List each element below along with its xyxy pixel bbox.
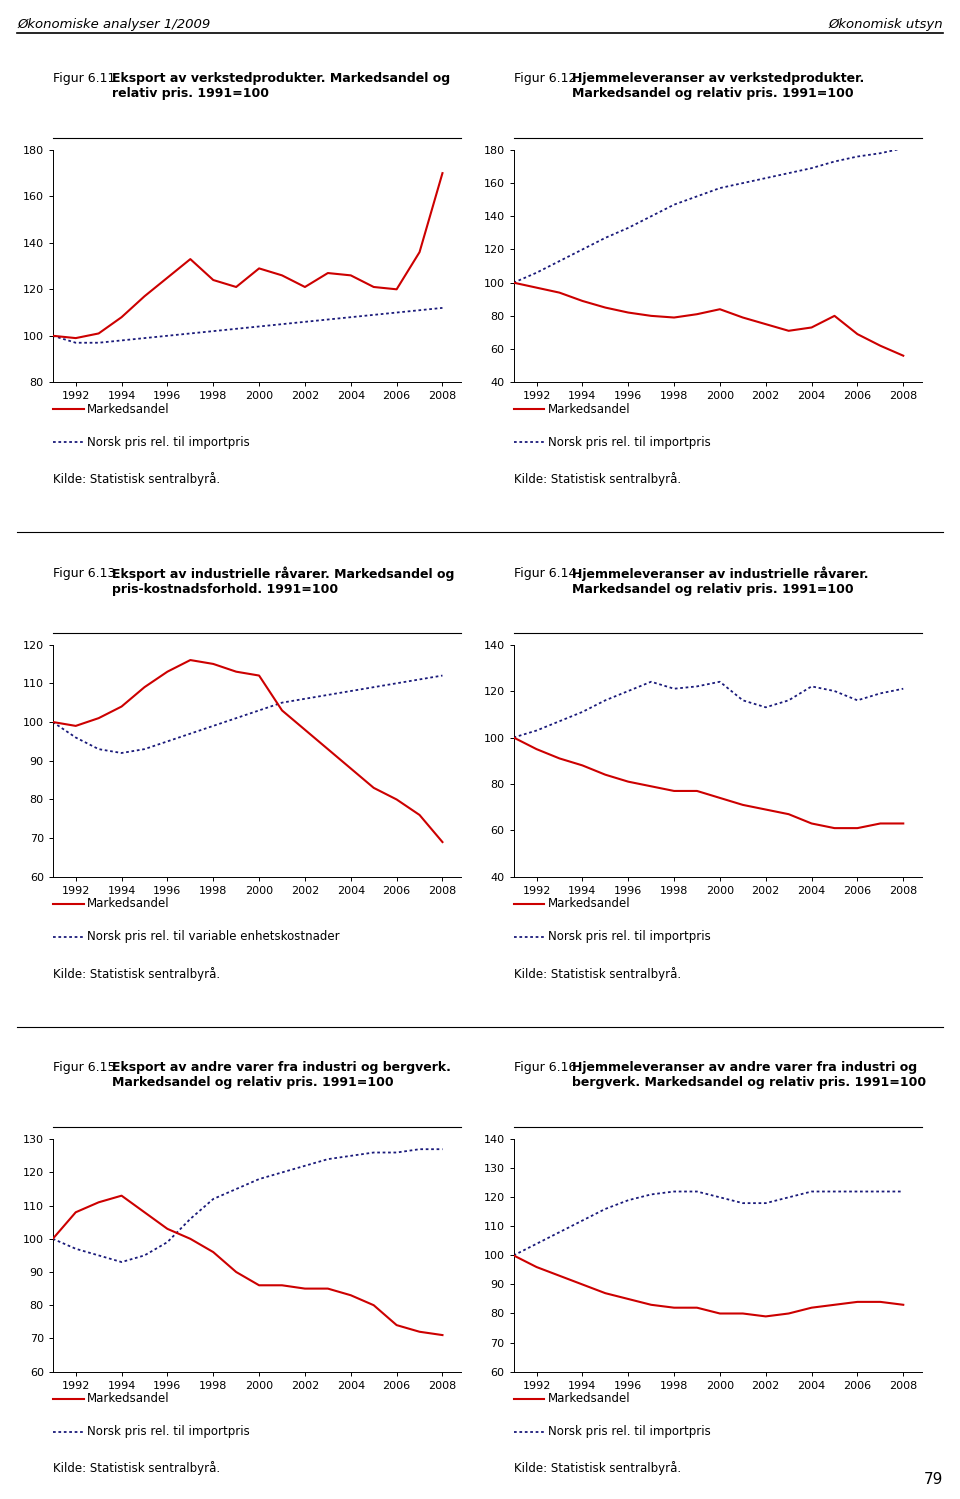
Text: Figur 6.14.: Figur 6.14. <box>514 567 584 580</box>
Text: Kilde: Statistisk sentralbyrå.: Kilde: Statistisk sentralbyrå. <box>53 967 220 980</box>
Text: Markedsandel: Markedsandel <box>548 1393 631 1405</box>
Text: Eksport av industrielle råvarer. Markedsandel og
pris-kostnadsforhold. 1991=100: Eksport av industrielle råvarer. Markeds… <box>111 567 454 597</box>
Text: Markedsandel: Markedsandel <box>548 898 631 910</box>
Text: Markedsandel: Markedsandel <box>87 1393 170 1405</box>
Text: Norsk pris rel. til importpris: Norsk pris rel. til importpris <box>87 436 251 448</box>
Text: Norsk pris rel. til importpris: Norsk pris rel. til importpris <box>548 436 711 448</box>
Text: Norsk pris rel. til variable enhetskostnader: Norsk pris rel. til variable enhetskostn… <box>87 931 340 943</box>
Text: Kilde: Statistisk sentralbyrå.: Kilde: Statistisk sentralbyrå. <box>514 1462 681 1475</box>
Text: Figur 6.16.: Figur 6.16. <box>514 1061 584 1075</box>
Text: Kilde: Statistisk sentralbyrå.: Kilde: Statistisk sentralbyrå. <box>514 472 681 486</box>
Text: Figur 6.12.: Figur 6.12. <box>514 72 584 85</box>
Text: Figur 6.13.: Figur 6.13. <box>53 567 123 580</box>
Text: Markedsandel: Markedsandel <box>87 898 170 910</box>
Text: Kilde: Statistisk sentralbyrå.: Kilde: Statistisk sentralbyrå. <box>53 1462 220 1475</box>
Text: Norsk pris rel. til importpris: Norsk pris rel. til importpris <box>548 931 711 943</box>
Text: Kilde: Statistisk sentralbyrå.: Kilde: Statistisk sentralbyrå. <box>514 967 681 980</box>
Text: Hjemmeleveranser av andre varer fra industri og
bergverk. Markedsandel og relati: Hjemmeleveranser av andre varer fra indu… <box>572 1061 926 1090</box>
Text: Norsk pris rel. til importpris: Norsk pris rel. til importpris <box>87 1426 251 1438</box>
Text: Hjemmeleveranser av verkstedprodukter.
Markedsandel og relativ pris. 1991=100: Hjemmeleveranser av verkstedprodukter. M… <box>572 72 865 100</box>
Text: Markedsandel: Markedsandel <box>548 403 631 415</box>
Text: Økonomisk utsyn: Økonomisk utsyn <box>828 18 943 31</box>
Text: Markedsandel: Markedsandel <box>87 403 170 415</box>
Text: Hjemmeleveranser av industrielle råvarer.
Markedsandel og relativ pris. 1991=100: Hjemmeleveranser av industrielle råvarer… <box>572 567 869 597</box>
Text: 79: 79 <box>924 1472 943 1487</box>
Text: Kilde: Statistisk sentralbyrå.: Kilde: Statistisk sentralbyrå. <box>53 472 220 486</box>
Text: Norsk pris rel. til importpris: Norsk pris rel. til importpris <box>548 1426 711 1438</box>
Text: Økonomiske analyser 1/2009: Økonomiske analyser 1/2009 <box>17 18 210 31</box>
Text: Figur 6.15.: Figur 6.15. <box>53 1061 123 1075</box>
Text: Eksport av verkstedprodukter. Markedsandel og
relativ pris. 1991=100: Eksport av verkstedprodukter. Markedsand… <box>111 72 450 100</box>
Text: Eksport av andre varer fra industri og bergverk.
Markedsandel og relativ pris. 1: Eksport av andre varer fra industri og b… <box>111 1061 450 1090</box>
Text: Figur 6.11.: Figur 6.11. <box>53 72 123 85</box>
